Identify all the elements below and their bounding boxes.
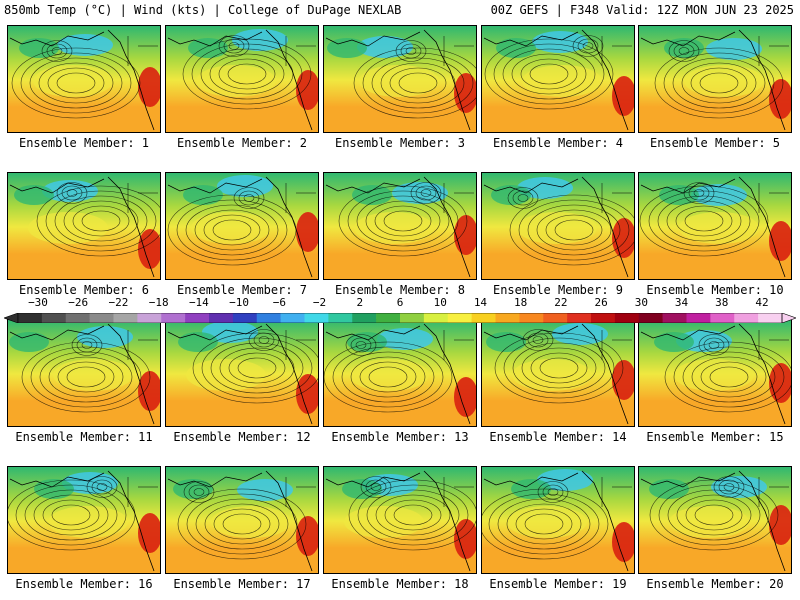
member-label-18: Ensemble Member: 18 [331, 577, 469, 591]
colorbar-segment [41, 313, 67, 323]
colorbar-segment [256, 313, 281, 323]
member-map-12 [165, 319, 319, 427]
colorbar-segment [352, 313, 377, 323]
member-map-17 [165, 466, 319, 574]
member-label-6: Ensemble Member: 6 [18, 283, 150, 297]
member-label-4: Ensemble Member: 4 [492, 136, 624, 150]
chart-title: 850mb Temp (°C) | Wind (kts) | College o… [4, 3, 402, 17]
colorbar-tick: 42 [755, 296, 769, 309]
colorbar-segment [710, 313, 735, 323]
colorbar-left-arrow [3, 312, 19, 324]
member-label-17: Ensemble Member: 17 [173, 577, 311, 591]
colorbar-tick: 38 [715, 296, 729, 309]
member-map-11 [7, 319, 161, 427]
colorbar-segment [137, 313, 162, 323]
colorbar-segment [89, 313, 114, 323]
member-map-1 [7, 25, 161, 133]
colorbar-tick: −22 [108, 296, 129, 309]
colorbar-tick: −26 [68, 296, 89, 309]
colorbar-segment [304, 313, 329, 323]
member-label-20: Ensemble Member: 20 [646, 577, 784, 591]
member-map-10 [638, 172, 792, 280]
temperature-colorbar [3, 308, 797, 324]
member-map-4 [481, 25, 635, 133]
member-label-3: Ensemble Member: 3 [334, 136, 466, 150]
member-label-2: Ensemble Member: 2 [176, 136, 308, 150]
colorbar-segment [686, 313, 711, 323]
colorbar-segment [65, 313, 90, 323]
colorbar-tick: 6 [396, 296, 404, 309]
colorbar-segment [113, 313, 138, 323]
colorbar-tick: −18 [148, 296, 169, 309]
run-valid-time: 00Z GEFS | F348 Valid: 12Z MON JUN 23 20… [490, 3, 794, 17]
member-label-5: Ensemble Member: 5 [649, 136, 781, 150]
member-label-1: Ensemble Member: 1 [18, 136, 150, 150]
member-map-2 [165, 25, 319, 133]
colorbar-segment [638, 313, 663, 323]
colorbar-segment [758, 313, 783, 323]
member-label-12: Ensemble Member: 12 [173, 430, 311, 444]
member-map-14 [481, 319, 635, 427]
colorbar-tick: 2 [356, 296, 364, 309]
colorbar-segment [328, 313, 353, 323]
member-label-7: Ensemble Member: 7 [176, 283, 308, 297]
colorbar-segment [543, 313, 568, 323]
member-label-10: Ensemble Member: 10 [646, 283, 784, 297]
member-label-15: Ensemble Member: 15 [646, 430, 784, 444]
member-map-3 [323, 25, 477, 133]
colorbar-segment [591, 313, 616, 323]
member-map-13 [323, 319, 477, 427]
colorbar-segment [209, 313, 234, 323]
member-map-9 [481, 172, 635, 280]
colorbar-tick: 14 [473, 296, 488, 309]
colorbar-segment [734, 313, 759, 323]
member-map-6 [7, 172, 161, 280]
colorbar-segment [423, 313, 449, 323]
member-map-8 [323, 172, 477, 280]
colorbar-segment [280, 313, 305, 323]
member-label-13: Ensemble Member: 13 [331, 430, 469, 444]
colorbar-tick: 22 [554, 296, 568, 309]
colorbar-segment [519, 313, 544, 323]
colorbar-segment [376, 313, 401, 323]
member-map-5 [638, 25, 792, 133]
colorbar-tick: 26 [594, 296, 608, 309]
colorbar-tick: 18 [514, 296, 528, 309]
colorbar-segment [185, 313, 210, 323]
colorbar-segment [400, 313, 425, 323]
member-label-8: Ensemble Member: 8 [334, 283, 466, 297]
colorbar-tick: −6 [272, 296, 286, 309]
colorbar-segment [447, 313, 472, 323]
colorbar-segment [662, 313, 687, 323]
colorbar-segment [614, 313, 640, 323]
colorbar-segment [495, 313, 520, 323]
member-map-7 [165, 172, 319, 280]
member-label-9: Ensemble Member: 9 [492, 283, 624, 297]
member-label-14: Ensemble Member: 14 [489, 430, 627, 444]
colorbar-tick: 34 [674, 296, 689, 309]
member-label-19: Ensemble Member: 19 [489, 577, 627, 591]
colorbar-tick: −30 [28, 296, 48, 309]
colorbar-tick: −14 [188, 296, 209, 309]
colorbar-tick: 30 [634, 296, 648, 309]
colorbar-segment [18, 313, 43, 323]
colorbar-segment [232, 313, 258, 323]
colorbar-segment [471, 313, 496, 323]
member-map-18 [323, 466, 477, 574]
colorbar-tick: −10 [229, 296, 250, 309]
colorbar-segment [567, 313, 592, 323]
colorbar-segment [161, 313, 186, 323]
colorbar-right-arrow [781, 312, 797, 324]
member-map-20 [638, 466, 792, 574]
colorbar-tick: 10 [433, 296, 447, 309]
member-label-16: Ensemble Member: 16 [15, 577, 153, 591]
colorbar-tick: −2 [312, 296, 327, 309]
member-map-19 [481, 466, 635, 574]
member-map-16 [7, 466, 161, 574]
member-map-15 [638, 319, 792, 427]
member-label-11: Ensemble Member: 11 [15, 430, 153, 444]
